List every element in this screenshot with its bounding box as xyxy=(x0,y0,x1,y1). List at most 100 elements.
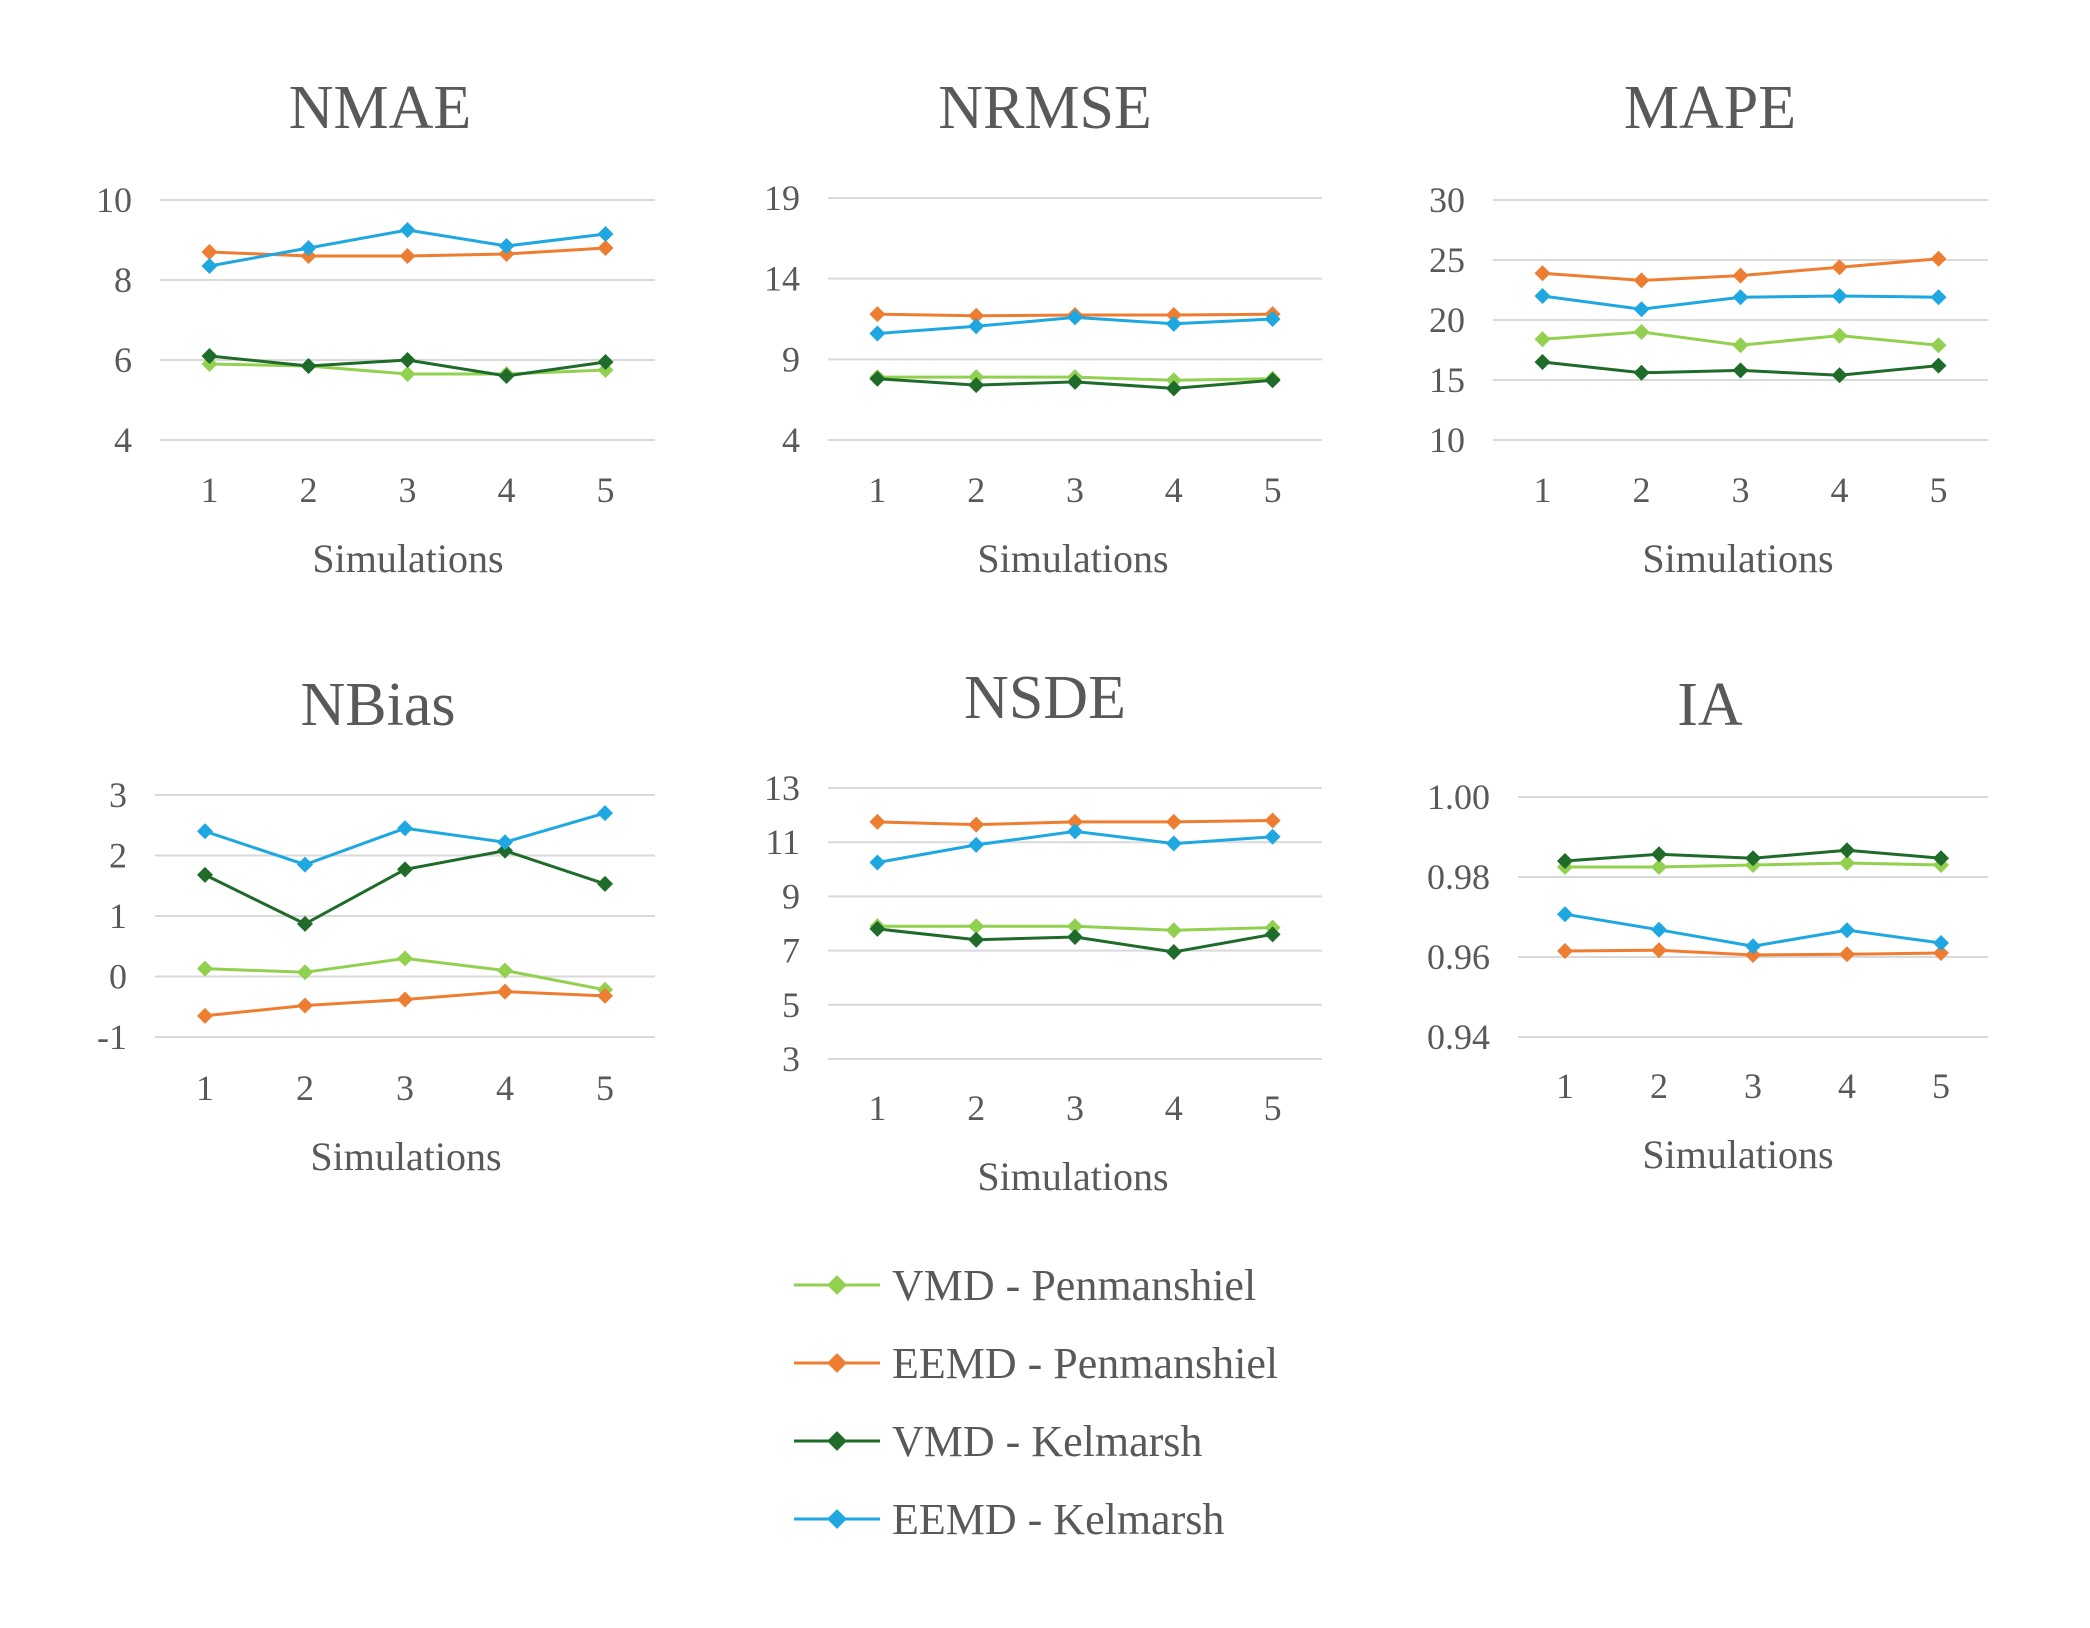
chart-panel-ia: 0.94 0.96 0.98 1.00 1 2 3 4 5 IA Simulations xyxy=(1427,671,1988,1177)
data-point xyxy=(597,987,613,1004)
data-point xyxy=(1732,337,1749,354)
series-vmd-kelmarsh xyxy=(1534,354,1947,384)
y-tick-label: 4 xyxy=(114,420,132,460)
data-point xyxy=(1732,362,1749,379)
data-point xyxy=(597,354,614,370)
data-point xyxy=(497,962,513,979)
chart-title: IA xyxy=(1677,671,1743,739)
series-vmd-kelmarsh xyxy=(869,370,1281,397)
legend-item-vmd-penmanshiel: VMD - Penmanshiel xyxy=(790,1255,1256,1315)
data-point xyxy=(1732,267,1749,284)
data-point xyxy=(1930,289,1947,306)
data-point xyxy=(1633,324,1650,340)
series-vmd-kelmarsh xyxy=(201,348,614,384)
series-eemd-kelmarsh xyxy=(1557,906,1949,955)
x-tick-label: 5 xyxy=(596,1068,614,1108)
x-tick-label: 1 xyxy=(1534,470,1552,510)
data-point xyxy=(201,258,218,274)
data-point xyxy=(1831,288,1848,304)
y-tick-label: 30 xyxy=(1429,180,1465,220)
data-point xyxy=(399,352,416,368)
series-eemd-kelmarsh xyxy=(197,805,613,873)
x-tick-label: 5 xyxy=(1930,470,1948,510)
data-point xyxy=(968,318,985,335)
chart-title: NSDE xyxy=(964,664,1126,732)
x-tick-label: 1 xyxy=(196,1068,214,1108)
x-tick-label: 4 xyxy=(1838,1066,1856,1106)
y-tick-label: 13 xyxy=(764,768,800,808)
y-tick-label: 9 xyxy=(782,876,800,916)
data-point xyxy=(968,369,985,386)
x-axis-label: Simulations xyxy=(310,1134,501,1179)
series-vmd-penmanshiel xyxy=(1534,324,1947,354)
data-point xyxy=(1557,943,1573,959)
data-point xyxy=(597,875,613,892)
x-tick-label: 4 xyxy=(1165,470,1183,510)
x-tick-label: 2 xyxy=(967,470,985,510)
y-tick-label: 11 xyxy=(765,822,800,862)
data-point xyxy=(1067,373,1083,390)
data-point xyxy=(1165,922,1182,939)
data-point xyxy=(497,842,513,859)
data-point xyxy=(968,918,985,935)
data-point xyxy=(869,325,886,342)
series-eemd-kelmarsh xyxy=(201,222,614,274)
x-tick-label: 4 xyxy=(1165,1088,1183,1128)
data-point xyxy=(399,366,416,382)
x-tick-label: 1 xyxy=(201,470,219,510)
data-point xyxy=(968,377,985,394)
data-point xyxy=(1067,309,1083,326)
data-point xyxy=(1633,364,1650,381)
data-point xyxy=(968,307,985,324)
data-point xyxy=(201,244,218,260)
data-point xyxy=(197,823,213,840)
y-tick-label: 14 xyxy=(764,259,800,299)
y-tick-label: 19 xyxy=(764,178,800,218)
chart-title: NRMSE xyxy=(938,74,1152,142)
data-point xyxy=(597,240,614,256)
legend-label-eemd-penmanshiel: EEMD - Penmanshiel xyxy=(892,1338,1279,1388)
x-tick-label: 2 xyxy=(296,1068,314,1108)
x-tick-label: 2 xyxy=(1650,1066,1668,1106)
data-point xyxy=(297,997,313,1014)
chart-panel-nbias: -1 0 1 2 3 1 2 3 4 5 NBias Simulations xyxy=(97,671,655,1179)
data-point xyxy=(1839,946,1855,963)
data-point xyxy=(1264,828,1281,845)
x-tick-label: 3 xyxy=(1732,470,1750,510)
data-point xyxy=(968,931,985,948)
y-tick-label: 0.94 xyxy=(1427,1017,1490,1057)
data-point xyxy=(869,920,886,937)
data-point xyxy=(397,820,413,837)
data-point xyxy=(869,854,886,871)
chart-panel-nrmse: 4 9 14 19 1 2 3 4 5 NRMSE Simulations xyxy=(764,74,1322,581)
data-point xyxy=(197,960,213,977)
series-vmd-kelmarsh xyxy=(869,920,1281,960)
series-eemd-penmanshiel xyxy=(201,240,614,264)
legend-marker-eemd-kelmarsh xyxy=(790,1489,884,1549)
data-point xyxy=(597,805,613,822)
data-point xyxy=(1745,850,1761,867)
y-tick-label: 8 xyxy=(114,260,132,300)
legend-marker-vmd-penmanshiel xyxy=(790,1255,884,1315)
data-point xyxy=(397,861,413,878)
data-point xyxy=(1651,921,1667,938)
data-point xyxy=(1930,250,1947,267)
x-tick-label: 5 xyxy=(597,470,615,510)
legend: VMD - Penmanshiel EEMD - Penmanshiel VMD… xyxy=(790,1255,1490,1595)
data-point xyxy=(1165,372,1182,389)
data-point xyxy=(297,915,313,932)
legend-label-vmd-penmanshiel: VMD - Penmanshiel xyxy=(892,1260,1257,1310)
series-eemd-penmanshiel xyxy=(197,983,613,1024)
series-eemd-penmanshiel xyxy=(1534,250,1947,289)
data-point xyxy=(297,856,313,873)
data-point xyxy=(1633,301,1650,318)
x-axis-label: Simulations xyxy=(1642,536,1833,581)
data-point xyxy=(1165,380,1182,397)
y-tick-label: 0 xyxy=(109,957,127,997)
data-point xyxy=(1165,813,1182,830)
y-tick-label: 10 xyxy=(96,180,132,220)
x-axis-label: Simulations xyxy=(312,536,503,581)
data-point xyxy=(1933,945,1949,961)
series-eemd-kelmarsh xyxy=(869,823,1281,871)
